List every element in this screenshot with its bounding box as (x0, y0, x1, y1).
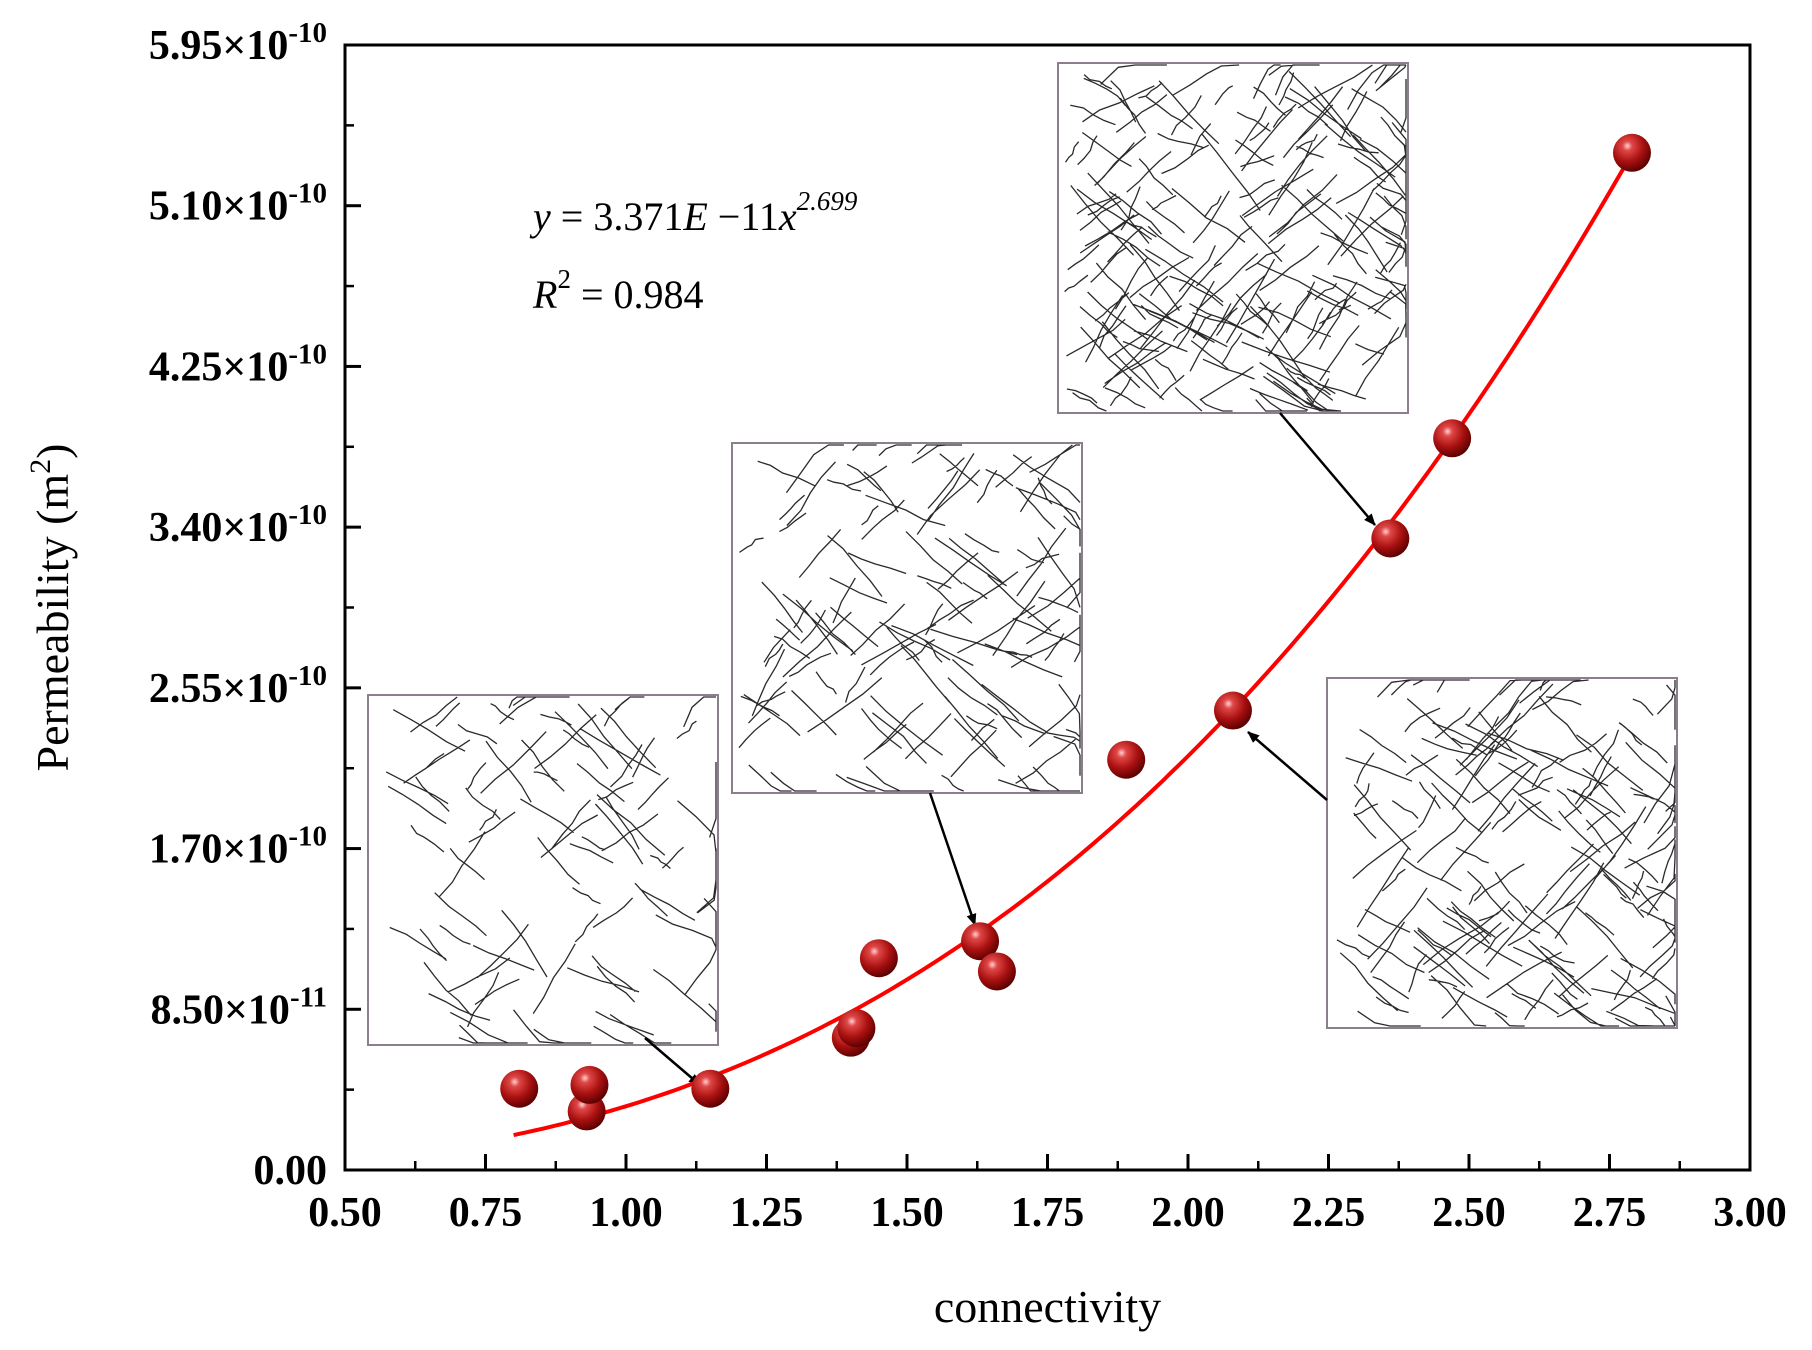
data-point (691, 1069, 730, 1108)
x-axis-label: connectivity (934, 1281, 1161, 1332)
inset-frame (367, 694, 719, 1046)
eq-rhs-x: x (778, 194, 797, 239)
y-tick-label: 1.70×10-10 (149, 821, 327, 873)
r2-sup: 2 (557, 264, 571, 294)
y-axis-ticks: 0.00 8.50×10-11 1.70×10-10 2.55×10-10 3.40×1… (149, 17, 361, 1194)
inset-arrow (644, 1037, 701, 1086)
r2-value: = 0.984 (571, 272, 704, 317)
data-point (1107, 740, 1146, 779)
data-point (961, 922, 1000, 961)
inset-network-low (367, 694, 719, 1046)
y-tick-label: 5.95×10-10 (149, 17, 327, 69)
y-tick-label: 0.00 (254, 1148, 328, 1194)
inset-frame (1326, 677, 1678, 1029)
y-axis-label-close: ) (27, 444, 78, 459)
fit-equation: y = 3.371E −11x2.699 (529, 186, 858, 239)
y-tick-label: 3.40×10-10 (149, 499, 327, 551)
x-tick-label: 2.50 (1432, 1190, 1506, 1236)
y-tick-label: 5.10×10-10 (149, 178, 327, 230)
data-point (977, 952, 1016, 991)
data-point (1433, 419, 1472, 458)
x-tick-label: 2.25 (1292, 1190, 1366, 1236)
fracture-lines (1336, 679, 1676, 1027)
x-tick-label: 1.50 (870, 1190, 944, 1236)
r2-label: R (532, 272, 557, 317)
data-point (570, 1065, 609, 1104)
eq-rhs-e: E (682, 194, 707, 239)
eq-rhs-a: = 3.371 (551, 194, 684, 239)
inset-arrow (1247, 731, 1328, 801)
x-tick-label: 0.50 (308, 1190, 382, 1236)
inset-arrow (928, 792, 977, 926)
data-point (837, 1009, 876, 1048)
eq-lhs: y (529, 194, 551, 239)
x-tick-label: 1.25 (730, 1190, 804, 1236)
x-tick-label: 0.75 (449, 1190, 523, 1236)
y-axis-label-text: Permeability (m (27, 474, 78, 772)
data-point (500, 1069, 539, 1108)
fracture-lines (738, 444, 1081, 792)
data-point (1612, 133, 1651, 172)
fracture-lines (1064, 64, 1407, 412)
x-tick-label: 2.00 (1151, 1190, 1225, 1236)
x-tick-label: 1.75 (1011, 1190, 1085, 1236)
fracture-lines (385, 696, 717, 1044)
x-tick-label: 1.00 (589, 1190, 663, 1236)
y-axis-label-sup: 2 (24, 459, 57, 474)
data-point (859, 939, 898, 978)
x-axis-ticks: 0.50 0.75 1.00 1.25 1.50 1.75 2.00 2.25 2.50 2.75… (308, 1154, 1787, 1236)
inset-network-midhigh (1326, 677, 1678, 1029)
x-tick-label: 3.00 (1713, 1190, 1787, 1236)
y-axis-label: Permeability (m2) (24, 444, 78, 772)
data-point (1213, 691, 1252, 730)
eq-exponent: 2.699 (797, 186, 858, 216)
inset-network-mid (731, 442, 1083, 794)
x-tick-label: 2.75 (1573, 1190, 1647, 1236)
inset-network-high (1057, 62, 1409, 414)
inset-arrow (1279, 412, 1376, 526)
y-tick-label: 8.50×10-11 (151, 981, 328, 1033)
data-point (1371, 519, 1410, 558)
inset-frame (731, 442, 1083, 794)
y-tick-label: 4.25×10-10 (149, 338, 327, 390)
arrows-layer (644, 412, 1376, 1086)
fit-r2: R2 = 0.984 (532, 264, 704, 317)
data-points (500, 133, 1651, 1131)
insets-layer (367, 62, 1678, 1046)
eq-rhs-b: −11 (708, 194, 779, 239)
y-tick-label: 2.55×10-10 (149, 660, 327, 712)
